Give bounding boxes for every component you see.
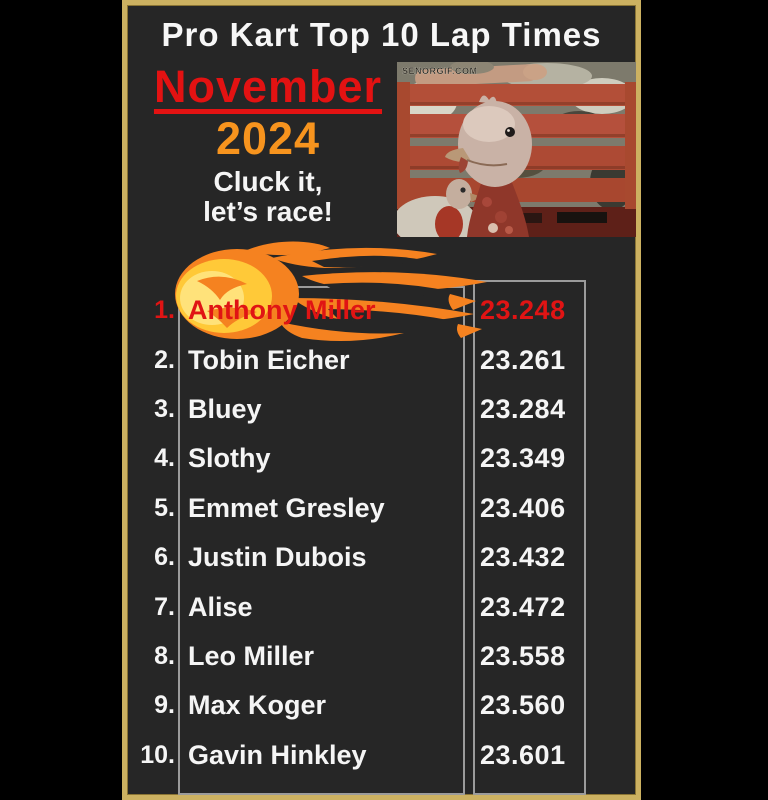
driver-name: Justin Dubois xyxy=(188,542,367,573)
page-title: Pro Kart Top 10 Lap Times xyxy=(161,16,602,53)
table-row: 4. Slothy 23.349 xyxy=(127,434,636,483)
gif-watermark: SENORGIF.COM xyxy=(402,66,478,76)
table-row: 2. Tobin Eicher 23.261 xyxy=(127,335,636,384)
rank-label: 5. xyxy=(154,493,175,522)
tagline-line-2: let’s race! xyxy=(203,196,333,227)
table-row: 10. Gavin Hinkley 23.601 xyxy=(127,731,636,780)
driver-name: Bluey xyxy=(188,393,262,424)
lap-time: 23.472 xyxy=(480,591,566,622)
table-row: 8. Leo Miller 23.558 xyxy=(127,632,636,681)
table-row: 6. Justin Dubois 23.432 xyxy=(127,533,636,582)
driver-name: Emmet Gresley xyxy=(188,492,385,523)
arm-over-fence xyxy=(415,62,547,87)
table-row: 7. Alise 23.472 xyxy=(127,582,636,631)
table-row: 1. Anthony Miller 23.248 xyxy=(127,286,636,335)
rank-label: 4. xyxy=(154,444,175,473)
rank-label: 3. xyxy=(154,394,175,423)
rank-label: 2. xyxy=(154,345,175,374)
tagline-line-1: Cluck it, xyxy=(213,166,323,197)
table-row: 5. Emmet Gresley 23.406 xyxy=(127,484,636,533)
turkey-small xyxy=(397,179,482,237)
lap-time: 23.560 xyxy=(480,690,566,721)
turkey-main xyxy=(445,95,532,237)
lap-time: 23.406 xyxy=(480,492,566,523)
driver-name: Gavin Hinkley xyxy=(188,739,367,770)
rank-label: 8. xyxy=(154,641,175,670)
lap-time: 23.601 xyxy=(480,739,566,770)
tagline: Cluck it, let’s race! xyxy=(127,167,409,227)
turkey-gif-image: SENORGIF.COM xyxy=(397,62,636,237)
lap-time: 23.558 xyxy=(480,640,566,671)
rank-label: 10. xyxy=(140,740,175,769)
year-label: 2024 xyxy=(215,113,321,164)
rank-label: 9. xyxy=(154,691,175,720)
lap-time: 23.248 xyxy=(480,295,566,326)
table-row: 3. Bluey 23.284 xyxy=(127,385,636,434)
driver-name: Alise xyxy=(188,591,253,622)
table-row: 9. Max Koger 23.560 xyxy=(127,681,636,730)
driver-name: Tobin Eicher xyxy=(188,344,350,375)
driver-name: Slothy xyxy=(188,443,271,474)
rank-label: 1. xyxy=(154,296,175,325)
fireball-flame-icon xyxy=(175,241,487,342)
driver-name: Anthony Miller xyxy=(188,295,376,326)
lap-time: 23.349 xyxy=(480,443,566,474)
lap-time: 23.432 xyxy=(480,542,566,573)
driver-name: Leo Miller xyxy=(188,640,315,671)
rank-label: 7. xyxy=(154,592,175,621)
lap-time: 23.284 xyxy=(480,393,566,424)
leaderboard-rows: 1. Anthony Miller 23.248 2. Tobin Eicher… xyxy=(127,286,636,780)
rank-label: 6. xyxy=(154,543,175,572)
month-label: November xyxy=(153,61,383,112)
leaderboard-card: Pro Kart Top 10 Lap Times November 2024 … xyxy=(122,0,641,800)
driver-name: Max Koger xyxy=(188,690,327,721)
lap-time: 23.261 xyxy=(480,344,566,375)
